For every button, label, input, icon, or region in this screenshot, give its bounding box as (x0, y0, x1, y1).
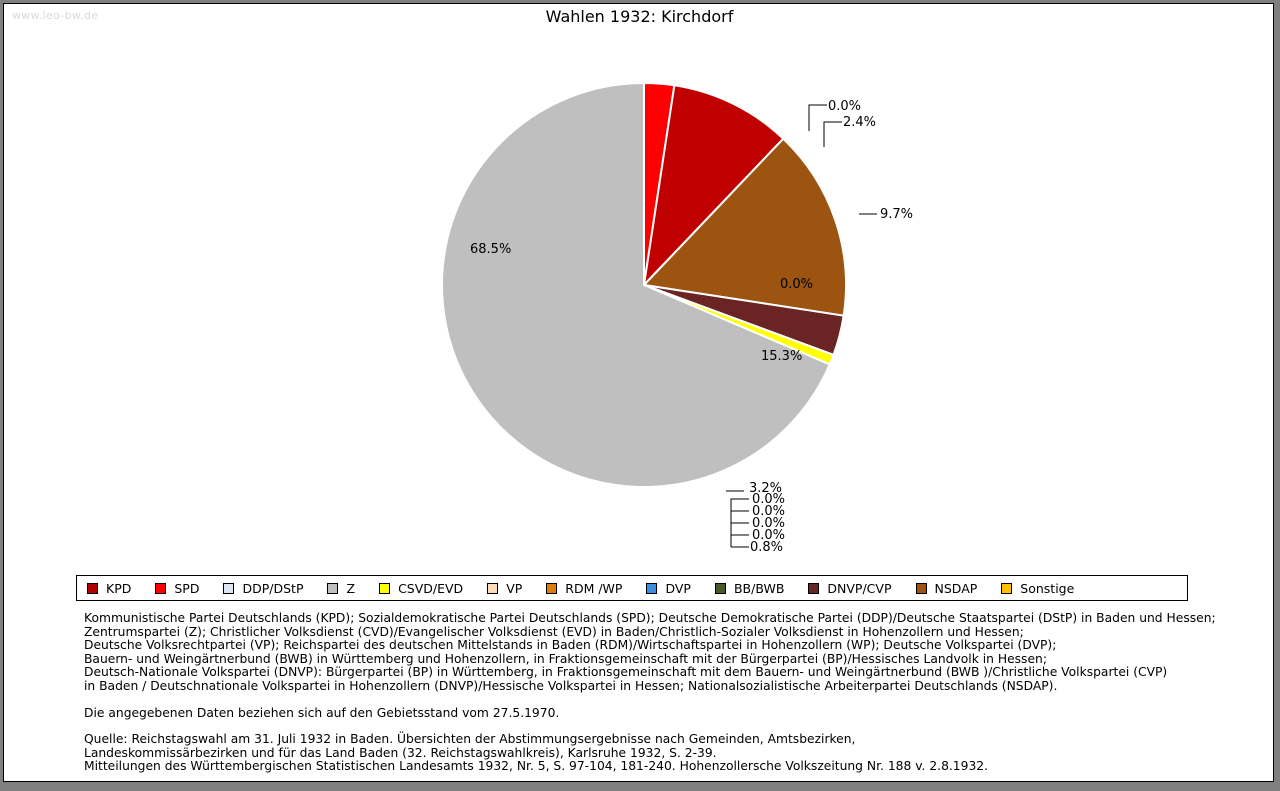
pie-label-7: 0.0% (752, 492, 786, 507)
legend-item-bb-bwb[interactable]: BB/BWB (714, 576, 785, 600)
legend-swatch-icon (714, 582, 726, 594)
pie-label-0: 0.0% (828, 99, 862, 114)
legend-item-spd[interactable]: SPD (155, 576, 199, 600)
note-source-0: Quelle: Reichstagswahl am 31. Juli 1932 … (84, 732, 856, 747)
note-source-2: Mitteilungen des Württembergischen Stati… (84, 759, 989, 774)
pie-slices (440, 81, 847, 488)
legend-item-vp[interactable]: VP (487, 576, 522, 600)
legend-label: NSDAP (934, 580, 978, 596)
note-parties-4: Deutsch-Nationale Volkspartei (DNVP): Bü… (84, 665, 1168, 680)
pie-label-10: 0.0% (752, 528, 786, 543)
page-title: Wahlen 1932: Kirchdorf (545, 7, 734, 26)
legend-label: Sonstige (1020, 580, 1075, 596)
pie-label-1: 2.4% (843, 115, 877, 130)
legend-item-dvp[interactable]: DVP (646, 576, 691, 600)
note-parties-2: Deutsche Volksrechtpartei (VP); Reichspa… (84, 638, 1057, 653)
pie-chart: 0.0% 2.4% 9.7% 0.0% 15.3% 68.5% 3.2% 0.0… (4, 4, 1275, 564)
watermark: www.leo-bw.de (12, 9, 99, 22)
legend-item-sonstige[interactable]: Sonstige (1001, 576, 1074, 600)
legend-label: DVP (665, 580, 691, 596)
pie-label-5: 68.5% (470, 242, 512, 257)
legend-swatch-icon (487, 582, 499, 594)
pie-slice-nsdap[interactable] (641, 137, 847, 317)
legend-label: CSVD/EVD (398, 580, 464, 596)
pie-slice-z[interactable] (440, 81, 832, 488)
legend: KPD SPD DDP/DStP Z CSVD/EVD VP RDM /WP DVP BB/BW… (76, 575, 1188, 601)
legend-label: VP (506, 580, 523, 596)
pie-label-9: 0.0% (752, 516, 786, 531)
legend-item-kpd[interactable]: KPD (87, 576, 131, 600)
legend-label: RDM /WP (565, 580, 623, 596)
leader-line-4 (730, 498, 749, 547)
legend-swatch-icon (915, 582, 927, 594)
legend-label: KPD (106, 580, 132, 596)
legend-label: DNVP/CVP (827, 580, 892, 596)
note-source-1: Landeskommissärbezirken und für das Land… (84, 745, 717, 760)
legend-item-ddp-dstp[interactable]: DDP/DStP (223, 576, 303, 600)
legend-label: SPD (174, 580, 200, 596)
pie-slice-kpd[interactable] (642, 84, 785, 288)
legend-label: Z (346, 580, 356, 596)
legend-swatch-icon (327, 582, 339, 594)
legend-item-z[interactable]: Z (327, 576, 355, 600)
legend-swatch-icon (808, 582, 820, 594)
legend-swatch-icon (379, 582, 391, 594)
leader-line-0 (808, 104, 827, 131)
pie-label-6: 3.2% (749, 481, 783, 496)
legend-label: BB/BWB (733, 580, 785, 596)
legend-item-dnvp-cvp[interactable]: DNVP/CVP (808, 576, 892, 600)
legend-swatch-icon (546, 582, 558, 594)
note-parties-0: Kommunistische Partei Deutschlands (KPD)… (84, 611, 1216, 625)
note-territory: Die angegebenen Daten beziehen sich auf … (84, 705, 560, 720)
pie-label-11: 0.8% (750, 540, 784, 555)
legend-swatch-icon (87, 582, 98, 594)
legend-swatch-icon (223, 582, 235, 594)
legend-item-csvd-evd[interactable]: CSVD/EVD (379, 576, 463, 600)
pie-label-4: 15.3% (761, 349, 803, 364)
note-spacer-1 (84, 694, 1264, 707)
legend-item-rdm-wp[interactable]: RDM /WP (546, 576, 622, 600)
chart-frame: www.leo-bw.de Wahlen 1932: Kirchdorf 0.0… (3, 3, 1274, 782)
note-parties-5: in Baden / Deutschnationale Volkspartei … (84, 678, 1058, 693)
pie-svg (440, 81, 877, 548)
note-parties-1: Zentrumspartei (Z); Christlicher Volksdi… (84, 624, 1024, 639)
legend-item-nsdap[interactable]: NSDAP (915, 576, 978, 600)
legend-label: DDP/DStP (242, 580, 304, 596)
legend-swatch-icon (646, 582, 658, 594)
pie-label-3: 0.0% (780, 277, 814, 292)
leader-lines (726, 104, 877, 548)
footnotes: Kommunistische Partei Deutschlands (KPD)… (84, 611, 1264, 774)
leader-line-1 (823, 121, 842, 147)
legend-swatch-icon (155, 582, 167, 594)
pie-label-8: 0.0% (752, 504, 786, 519)
note-parties-3: Bauern- und Weingärtnerbund (BWB) in Wür… (84, 651, 1047, 666)
legend-swatch-icon (1001, 582, 1013, 594)
pie-label-2: 9.7% (880, 207, 914, 222)
